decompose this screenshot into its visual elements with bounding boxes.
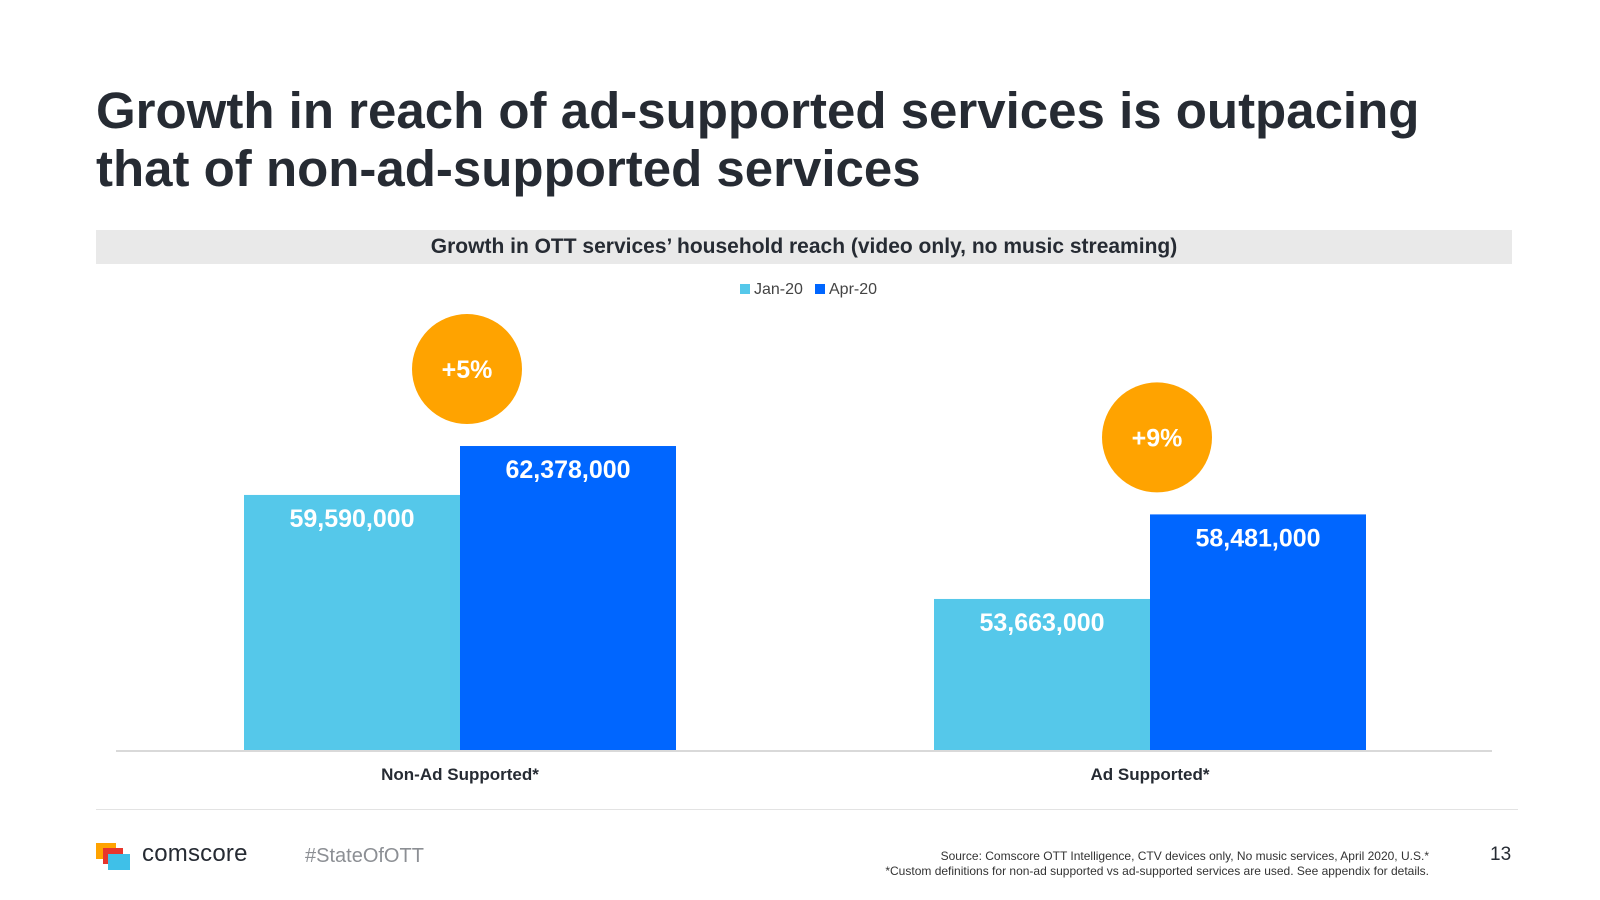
bar-apr-20-1	[1150, 514, 1366, 751]
page-number: 13	[1490, 844, 1512, 865]
comscore-logo-icon	[96, 843, 130, 870]
data-label: 62,378,000	[505, 456, 630, 484]
hashtag: #StateOfOTT	[305, 845, 424, 867]
legend-swatch-apr-20	[815, 284, 825, 294]
page-title: Growth in reach of ad-supported services…	[96, 82, 1420, 197]
growth-label: +9%	[1132, 424, 1183, 452]
source-note: Source: Comscore OTT Intelligence, CTV d…	[885, 849, 1429, 879]
brand-name: comscore	[142, 840, 248, 867]
chart-title: Growth in OTT services’ household reach …	[96, 230, 1512, 264]
category-label: Non-Ad Supported*	[381, 765, 539, 784]
data-label: 59,590,000	[289, 505, 414, 533]
category-label: Ad Supported*	[1091, 765, 1210, 784]
growth-badge	[1102, 382, 1212, 493]
bar-jan-20-0	[244, 494, 460, 751]
definitions-note: *Custom definitions for non-ad supported…	[885, 864, 1429, 878]
bar-jan-20-1	[934, 598, 1150, 751]
bar-apr-20-0	[460, 446, 676, 751]
legend-swatch-jan-20	[740, 284, 750, 294]
source-line: Source: Comscore OTT Intelligence, CTV d…	[940, 849, 1429, 863]
growth-label: +5%	[442, 356, 493, 384]
legend-label-apr-20: Apr-20	[829, 281, 877, 298]
legend-label-jan-20: Jan-20	[754, 281, 803, 298]
data-label: 53,663,000	[979, 609, 1104, 637]
growth-badge	[412, 314, 522, 425]
footer-divider	[96, 809, 1518, 810]
data-label: 58,481,000	[1195, 524, 1320, 552]
